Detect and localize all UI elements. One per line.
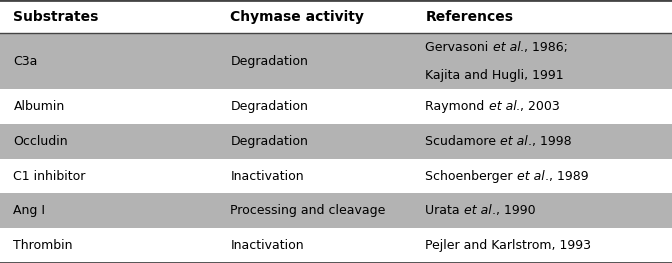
Text: ., 1998: ., 1998: [528, 135, 572, 148]
Text: et al: et al: [464, 204, 492, 217]
Text: C1 inhibitor: C1 inhibitor: [13, 170, 86, 183]
Text: et al: et al: [493, 41, 520, 54]
Text: Inactivation: Inactivation: [230, 239, 304, 252]
Bar: [0, 124, 672, 159]
Text: et al: et al: [501, 135, 528, 148]
Text: Inactivation: Inactivation: [230, 170, 304, 183]
Text: Degradation: Degradation: [230, 100, 308, 113]
Text: ., 2003: ., 2003: [516, 100, 560, 113]
Text: Gervasoni: Gervasoni: [425, 41, 493, 54]
Bar: [0, 33, 672, 89]
Text: Schoenberger: Schoenberger: [425, 170, 517, 183]
Text: et al: et al: [517, 170, 544, 183]
Bar: [0, 194, 672, 228]
Text: Pejler and Karlstrom, 1993: Pejler and Karlstrom, 1993: [425, 239, 591, 252]
Text: Degradation: Degradation: [230, 55, 308, 68]
Text: et al: et al: [489, 100, 516, 113]
Text: C3a: C3a: [13, 55, 38, 68]
Text: Substrates: Substrates: [13, 10, 99, 24]
Text: Albumin: Albumin: [13, 100, 65, 113]
Text: Urata: Urata: [425, 204, 464, 217]
Text: Thrombin: Thrombin: [13, 239, 73, 252]
Text: Processing and cleavage: Processing and cleavage: [230, 204, 386, 217]
Text: Kajita and Hugli, 1991: Kajita and Hugli, 1991: [425, 69, 564, 82]
Text: Scudamore: Scudamore: [425, 135, 501, 148]
Text: Occludin: Occludin: [13, 135, 68, 148]
Text: ., 1989: ., 1989: [544, 170, 588, 183]
Text: Degradation: Degradation: [230, 135, 308, 148]
Text: ., 1990: ., 1990: [492, 204, 536, 217]
Text: Chymase activity: Chymase activity: [230, 10, 364, 24]
Text: ., 1986;: ., 1986;: [520, 41, 569, 54]
Text: Ang I: Ang I: [13, 204, 46, 217]
Text: References: References: [425, 10, 513, 24]
Text: Raymond: Raymond: [425, 100, 489, 113]
